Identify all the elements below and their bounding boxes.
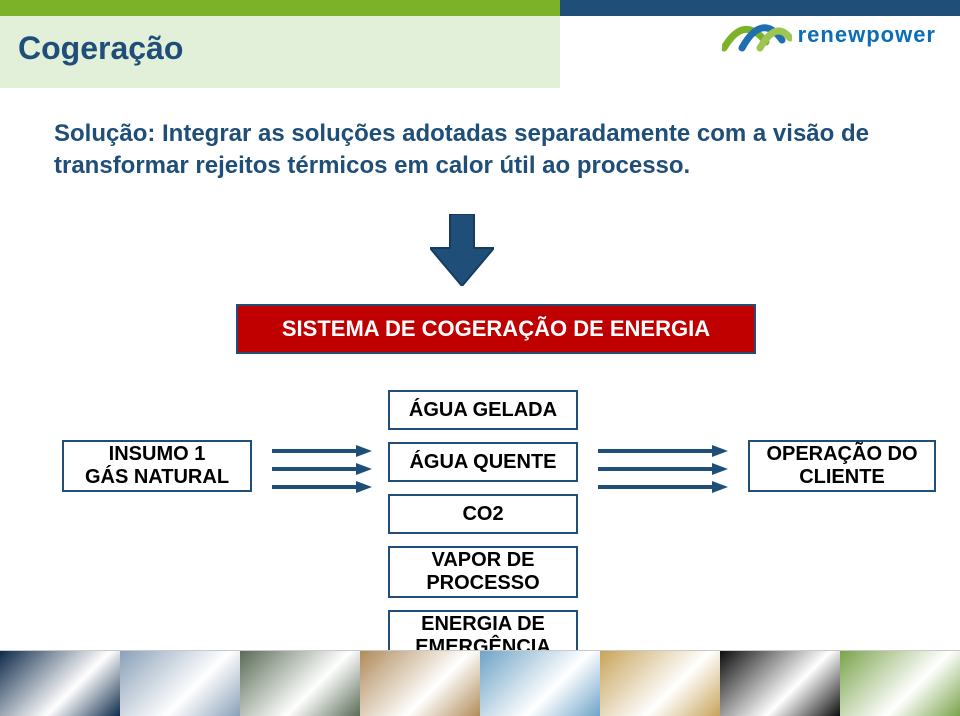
- flow-arrow-left-1: [272, 444, 372, 463]
- footer-image-strip: [0, 650, 960, 716]
- down-arrow-icon: [430, 214, 494, 291]
- operation-line1: OPERAÇÃO DO: [766, 443, 917, 466]
- operation-box: OPERAÇÃO DO CLIENTE: [748, 440, 936, 492]
- output-box-2: ÁGUA QUENTE: [388, 442, 578, 482]
- top-accent-bars: [0, 0, 960, 16]
- title-background: Cogeração: [0, 16, 560, 88]
- footer-img-1: [0, 650, 120, 716]
- output-box-1: ÁGUA GELADA: [388, 390, 578, 430]
- flow-arrow-left-3: [272, 480, 372, 499]
- footer-img-2: [120, 650, 240, 716]
- output-box-4: VAPOR DE PROCESSO: [388, 546, 578, 598]
- title-block: Cogeração: [0, 16, 560, 88]
- top-bar-left: [0, 0, 560, 16]
- logo-word: renewpower: [798, 22, 936, 48]
- input-line2: GÁS NATURAL: [85, 466, 229, 489]
- footer-img-3: [240, 650, 360, 716]
- input-column: INSUMO 1 GÁS NATURAL: [62, 440, 252, 492]
- footer-img-5: [480, 650, 600, 716]
- output-box-3: CO2: [388, 494, 578, 534]
- logo-text: renewpower: [798, 22, 936, 48]
- logo-arc-icon: [722, 18, 792, 52]
- system-band: SISTEMA DE COGERAÇÃO DE ENERGIA: [236, 304, 756, 354]
- footer-img-6: [600, 650, 720, 716]
- operation-line2: CLIENTE: [766, 466, 917, 489]
- footer-img-8: [840, 650, 960, 716]
- system-band-label: SISTEMA DE COGERAÇÃO DE ENERGIA: [282, 316, 710, 342]
- operation-column: OPERAÇÃO DO CLIENTE: [748, 440, 936, 492]
- flow-arrow-right-1: [598, 444, 728, 463]
- input-box: INSUMO 1 GÁS NATURAL: [62, 440, 252, 492]
- footer-img-7: [720, 650, 840, 716]
- brand-logo: renewpower: [722, 18, 936, 52]
- flow-arrow-right-2: [598, 462, 728, 481]
- outputs-column: ÁGUA GELADA ÁGUA QUENTE CO2 VAPOR DE PRO…: [388, 390, 578, 662]
- lead-paragraph: Solução: Integrar as soluções adotadas s…: [54, 118, 900, 183]
- flow-arrow-right-3: [598, 480, 728, 499]
- page-title: Cogeração: [18, 30, 183, 67]
- top-bar-right: [560, 0, 960, 16]
- slide: Cogeração renewpower Solução: Integrar a…: [0, 0, 960, 716]
- flow-arrow-left-2: [272, 462, 372, 481]
- footer-img-4: [360, 650, 480, 716]
- input-line1: INSUMO 1: [85, 443, 229, 466]
